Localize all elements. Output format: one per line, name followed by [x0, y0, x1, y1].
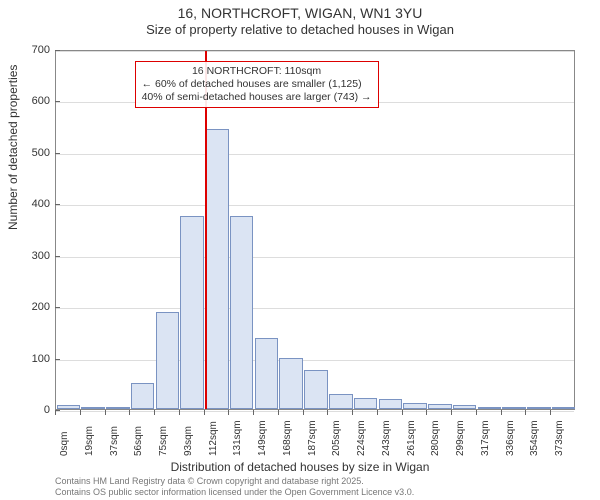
histogram-bar: [81, 407, 105, 409]
y-tick-label: 400: [0, 198, 50, 210]
annotation-line: 40% of semi-detached houses are larger (…: [142, 91, 372, 104]
chart-title-block: 16, NORTHCROFT, WIGAN, WN1 3YU Size of p…: [0, 0, 600, 37]
x-tick-label: 299sqm: [455, 420, 466, 456]
x-tick-mark: [476, 410, 477, 415]
x-tick-label: 75sqm: [158, 426, 169, 456]
x-tick-mark: [278, 410, 279, 415]
x-tick-label: 354sqm: [529, 420, 540, 456]
histogram-bar: [156, 312, 180, 409]
histogram-bar: [379, 399, 403, 409]
x-tick-mark: [426, 410, 427, 415]
annotation-box: 16 NORTHCROFT: 110sqm← 60% of detached h…: [135, 61, 379, 108]
footer-line-1: Contains HM Land Registry data © Crown c…: [55, 476, 414, 487]
y-tick-label: 0: [0, 404, 50, 416]
x-tick-label: 280sqm: [430, 420, 441, 456]
y-tick-label: 100: [0, 353, 50, 365]
y-tick-mark: [55, 359, 60, 360]
x-tick-label: 336sqm: [505, 420, 516, 456]
plot-area: 16 NORTHCROFT: 110sqm← 60% of detached h…: [55, 50, 575, 410]
chart-title-main: 16, NORTHCROFT, WIGAN, WN1 3YU: [0, 5, 600, 21]
annotation-line: ← 60% of detached houses are smaller (1,…: [142, 78, 372, 91]
y-tick-mark: [55, 153, 60, 154]
histogram-bar: [255, 338, 279, 409]
x-tick-mark: [80, 410, 81, 415]
y-tick-mark: [55, 256, 60, 257]
x-tick-label: 37sqm: [109, 426, 120, 456]
attribution-footer: Contains HM Land Registry data © Crown c…: [55, 476, 414, 498]
x-tick-label: 224sqm: [356, 420, 367, 456]
x-tick-mark: [550, 410, 551, 415]
y-tick-label: 200: [0, 301, 50, 313]
histogram-bar: [279, 358, 303, 409]
footer-line-2: Contains OS public sector information li…: [55, 487, 414, 498]
x-tick-mark: [129, 410, 130, 415]
y-tick-label: 500: [0, 147, 50, 159]
x-tick-mark: [105, 410, 106, 415]
x-tick-label: 131sqm: [232, 420, 243, 456]
x-tick-mark: [501, 410, 502, 415]
x-tick-label: 93sqm: [183, 426, 194, 456]
x-tick-mark: [525, 410, 526, 415]
histogram-bar: [304, 370, 328, 409]
x-tick-label: 205sqm: [331, 420, 342, 456]
y-tick-label: 300: [0, 250, 50, 262]
histogram-bar: [403, 403, 427, 409]
chart-title-sub: Size of property relative to detached ho…: [0, 22, 600, 37]
x-tick-label: 56sqm: [133, 426, 144, 456]
x-tick-label: 168sqm: [282, 420, 293, 456]
histogram-bar: [57, 405, 81, 409]
histogram-bar: [106, 407, 130, 409]
histogram-bar: [502, 407, 526, 409]
histogram-bar: [552, 407, 576, 409]
x-tick-label: 373sqm: [554, 420, 565, 456]
y-tick-mark: [55, 204, 60, 205]
histogram-bar: [428, 404, 452, 409]
histogram-bar: [131, 383, 155, 409]
x-tick-mark: [377, 410, 378, 415]
gridline: [56, 257, 574, 258]
x-tick-mark: [303, 410, 304, 415]
histogram-bar: [453, 405, 477, 409]
y-tick-mark: [55, 50, 60, 51]
histogram-bar: [478, 407, 502, 409]
x-tick-label: 149sqm: [257, 420, 268, 456]
histogram-bar: [527, 407, 551, 409]
x-tick-label: 261sqm: [406, 420, 417, 456]
histogram-bar: [230, 216, 254, 409]
x-tick-label: 112sqm: [208, 421, 219, 456]
x-tick-label: 317sqm: [480, 420, 491, 456]
x-tick-label: 19sqm: [84, 426, 95, 456]
gridline: [56, 308, 574, 309]
x-tick-mark: [451, 410, 452, 415]
x-tick-label: 187sqm: [307, 420, 318, 456]
gridline: [56, 51, 574, 52]
y-tick-mark: [55, 101, 60, 102]
gridline: [56, 360, 574, 361]
y-tick-mark: [55, 307, 60, 308]
x-tick-mark: [179, 410, 180, 415]
histogram-bar: [205, 129, 229, 409]
x-tick-mark: [402, 410, 403, 415]
y-tick-label: 700: [0, 44, 50, 56]
x-tick-mark: [352, 410, 353, 415]
gridline: [56, 205, 574, 206]
x-tick-mark: [154, 410, 155, 415]
x-tick-mark: [327, 410, 328, 415]
x-axis-label: Distribution of detached houses by size …: [0, 460, 600, 474]
x-tick-mark: [228, 410, 229, 415]
histogram-bar: [180, 216, 204, 409]
histogram-bar: [354, 398, 378, 409]
gridline: [56, 154, 574, 155]
gridline: [56, 411, 574, 412]
x-tick-label: 0sqm: [59, 432, 70, 456]
histogram-bar: [329, 394, 353, 409]
x-tick-mark: [253, 410, 254, 415]
annotation-line: 16 NORTHCROFT: 110sqm: [142, 65, 372, 78]
x-tick-label: 243sqm: [381, 420, 392, 456]
x-tick-mark: [204, 410, 205, 415]
x-tick-mark: [55, 410, 56, 415]
y-tick-label: 600: [0, 95, 50, 107]
